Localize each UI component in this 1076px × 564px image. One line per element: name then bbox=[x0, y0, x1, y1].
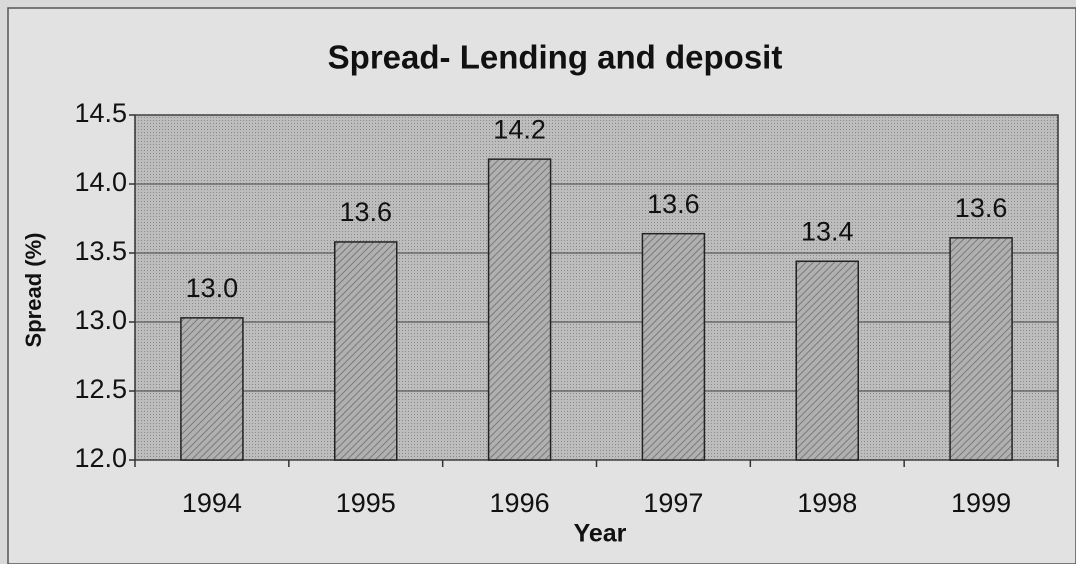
bar bbox=[795, 260, 859, 461]
data-label: 14.2 bbox=[493, 114, 546, 144]
y-tick-label: 13.0 bbox=[74, 305, 127, 335]
y-tick-label: 12.5 bbox=[74, 374, 127, 404]
bar bbox=[949, 237, 1013, 461]
x-tick-label: 1996 bbox=[490, 488, 550, 518]
y-tick-label: 13.5 bbox=[74, 236, 127, 266]
x-tick-label: 1995 bbox=[336, 488, 396, 518]
bar bbox=[180, 317, 244, 461]
y-tick-label: 14.5 bbox=[74, 98, 127, 128]
x-tick-label: 1999 bbox=[951, 488, 1011, 518]
data-label: 13.6 bbox=[647, 189, 700, 219]
plot-area bbox=[134, 114, 1059, 461]
y-axis-label: Spread (%) bbox=[21, 233, 46, 348]
bar bbox=[334, 241, 398, 461]
bar bbox=[641, 232, 706, 461]
bar bbox=[487, 158, 552, 461]
x-tick-label: 1998 bbox=[797, 488, 857, 518]
x-axis-label: Year bbox=[574, 520, 627, 548]
data-label: 13.0 bbox=[186, 273, 239, 303]
x-tick-label: 1997 bbox=[643, 488, 703, 518]
x-tick-label: 1994 bbox=[182, 488, 242, 518]
data-label: 13.6 bbox=[339, 197, 392, 227]
chart-title: Spread- Lending and deposit bbox=[328, 39, 783, 76]
y-tick-label: 12.0 bbox=[74, 443, 127, 473]
data-label: 13.4 bbox=[801, 216, 854, 246]
y-tick-label: 14.0 bbox=[74, 167, 127, 197]
data-label: 13.6 bbox=[955, 193, 1008, 223]
